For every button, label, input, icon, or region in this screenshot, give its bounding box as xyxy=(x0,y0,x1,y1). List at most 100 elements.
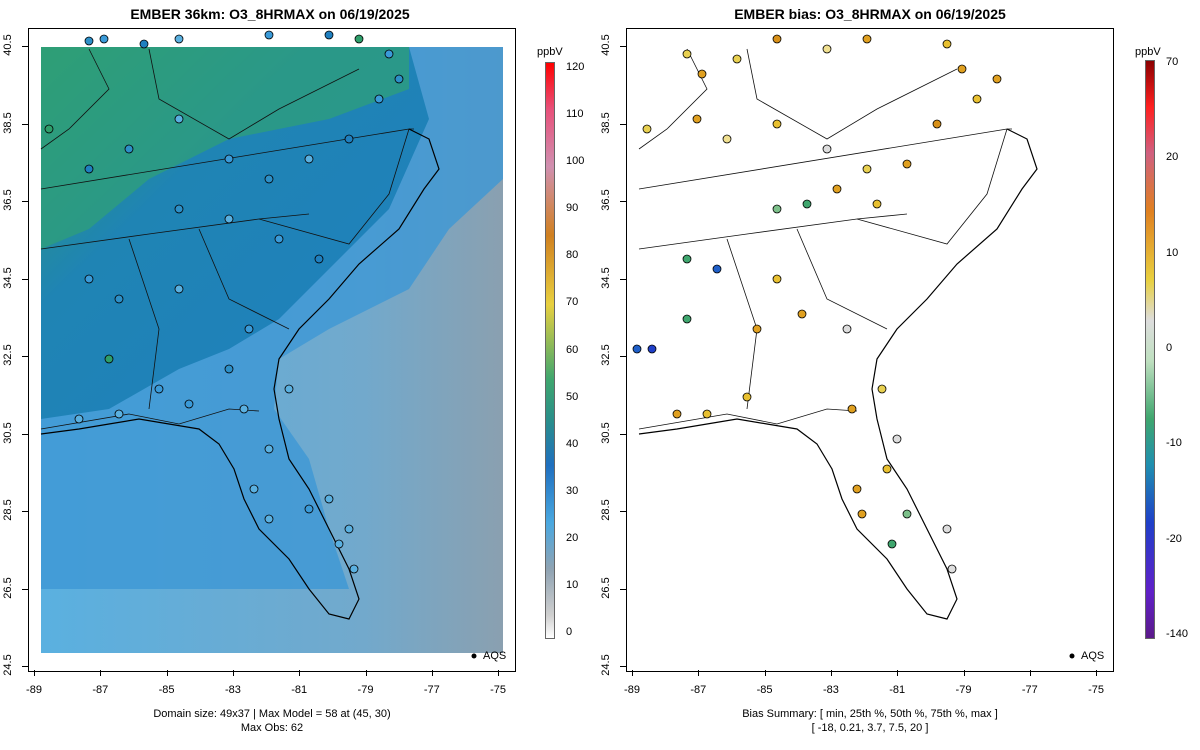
model-field-green-north xyxy=(41,47,409,249)
left-ytick-label: 28.5 xyxy=(2,499,14,521)
left-colorbar-tick: 100 xyxy=(566,155,585,168)
left-ytick-mark xyxy=(22,356,28,357)
right-ytick-label: 36.5 xyxy=(600,189,612,211)
state-boundaries xyxy=(40,48,414,430)
right-xtick-mark xyxy=(1096,670,1098,676)
right-colorbar-tick: 0 xyxy=(1166,342,1173,354)
left-colorbar-unit: ppbV xyxy=(537,46,563,58)
left-colorbar-tick: 0 xyxy=(566,626,573,638)
right-colorbar-tick: -140 xyxy=(1166,628,1189,640)
left-xtick-label: -87 xyxy=(92,684,109,696)
left-colorbar-tick: 40 xyxy=(566,437,579,450)
right-xtick-mark xyxy=(963,670,965,676)
left-colorbar-tick: 120 xyxy=(566,61,585,73)
left-xtick-label: -75 xyxy=(490,684,507,696)
right-ytick-mark xyxy=(620,666,626,667)
right-ytick-mark xyxy=(620,356,626,357)
right-ytick-mark xyxy=(620,201,626,202)
right-colorbar xyxy=(1145,60,1155,639)
left-xtick-label: -79 xyxy=(357,684,374,696)
state-boundaries-right xyxy=(638,48,1012,430)
left-xtick-mark xyxy=(166,670,168,676)
left-ytick-label: 36.5 xyxy=(2,189,14,211)
right-colorbar-tick: -10 xyxy=(1166,437,1182,450)
left-xtick-label: -77 xyxy=(423,684,440,696)
right-legend xyxy=(1069,653,1075,659)
left-xtick-label: -89 xyxy=(26,684,42,696)
left-xtick-mark xyxy=(299,670,301,676)
left-xtick-label: -85 xyxy=(158,684,175,696)
right-footer-line2: [ -18, 0.21, 3.7, 7.5, 20 ] xyxy=(811,722,929,734)
right-colorbar-tick: 20 xyxy=(1166,151,1179,164)
left-ytick-mark xyxy=(22,433,28,435)
right-xtick-label: -77 xyxy=(1021,684,1038,696)
right-colorbar-tick: -20 xyxy=(1166,532,1182,545)
right-xtick-mark xyxy=(632,670,633,676)
coastline-right xyxy=(638,128,1038,620)
right-xtick-label: -81 xyxy=(889,684,906,696)
left-ytick-label: 40.5 xyxy=(2,34,14,56)
obs-points-left xyxy=(44,30,404,574)
right-ytick-mark xyxy=(620,511,626,512)
left-ytick-label: 34.5 xyxy=(2,266,14,289)
right-ytick-label: 28.5 xyxy=(600,499,612,521)
left-map-title: EMBER 36km: O3_8HRMAX on 06/19/2025 xyxy=(130,6,410,22)
right-ytick-label: 34.5 xyxy=(600,266,612,289)
left-map-panel xyxy=(28,28,516,672)
left-ytick-label: 26.5 xyxy=(2,576,14,599)
left-map-svg xyxy=(40,30,503,659)
right-map-panel xyxy=(626,28,1114,672)
left-footer-line2: Max Obs: 62 xyxy=(240,722,304,734)
left-ytick-label: 32.5 xyxy=(2,344,14,366)
left-colorbar-tick: 30 xyxy=(566,484,579,497)
obs-points-right xyxy=(632,34,1002,574)
right-footer-line1: Bias Summary: [ min, 25th %, 50th %, 75t… xyxy=(742,708,998,720)
right-colorbar-tick: 10 xyxy=(1166,246,1179,259)
right-xtick-label: -87 xyxy=(690,684,707,696)
left-colorbar-tick: 20 xyxy=(566,531,579,544)
left-ytick-mark xyxy=(22,278,28,280)
left-colorbar-tick: 90 xyxy=(566,202,579,215)
left-ytick-mark xyxy=(22,511,28,512)
left-ytick-mark xyxy=(22,123,28,125)
right-ytick-label: 30.5 xyxy=(600,421,612,444)
left-colorbar-tick: 10 xyxy=(566,578,579,591)
left-legend xyxy=(471,653,477,659)
right-xtick-label: -75 xyxy=(1088,684,1105,696)
right-xtick-mark xyxy=(764,670,766,676)
left-ytick-label: 24.5 xyxy=(2,654,14,676)
left-colorbar-tick: 60 xyxy=(566,343,579,356)
left-xtick-label: -81 xyxy=(291,684,308,696)
left-colorbar-tick: 70 xyxy=(566,296,579,309)
right-xtick-label: -83 xyxy=(822,684,839,696)
left-xtick-mark xyxy=(365,670,367,676)
right-xtick-mark xyxy=(1029,670,1031,676)
right-colorbar-unit: ppbV xyxy=(1135,46,1161,58)
right-xtick-mark xyxy=(897,670,899,676)
right-xtick-mark xyxy=(830,670,832,676)
left-footer-line1: Domain size: 49x37 | Max Model = 58 at (… xyxy=(153,708,391,720)
left-ytick-label: 38.5 xyxy=(2,111,14,134)
right-xtick-label: -79 xyxy=(955,684,972,696)
right-ytick-label: 32.5 xyxy=(600,344,612,366)
left-xtick-mark xyxy=(232,670,234,676)
left-xtick-mark xyxy=(100,670,102,676)
left-xtick-mark xyxy=(431,670,433,676)
right-ytick-mark xyxy=(620,278,626,280)
right-ytick-mark xyxy=(620,588,626,590)
left-xtick-mark xyxy=(34,670,35,676)
left-ytick-mark xyxy=(22,46,28,47)
right-xtick-label: -89 xyxy=(624,684,640,696)
left-xtick-mark xyxy=(498,670,500,676)
right-ytick-label: 40.5 xyxy=(600,34,612,56)
right-xtick-mark xyxy=(698,670,700,676)
coastline xyxy=(40,128,440,620)
left-ytick-mark xyxy=(22,201,28,202)
right-legend-label: AQS xyxy=(1081,650,1105,662)
right-map-svg xyxy=(632,34,1075,659)
left-ytick-mark xyxy=(22,666,28,667)
left-ytick-label: 30.5 xyxy=(2,421,14,444)
left-ytick-mark xyxy=(22,588,28,590)
right-ytick-label: 24.5 xyxy=(600,654,612,676)
left-xtick-label: -83 xyxy=(224,684,241,696)
